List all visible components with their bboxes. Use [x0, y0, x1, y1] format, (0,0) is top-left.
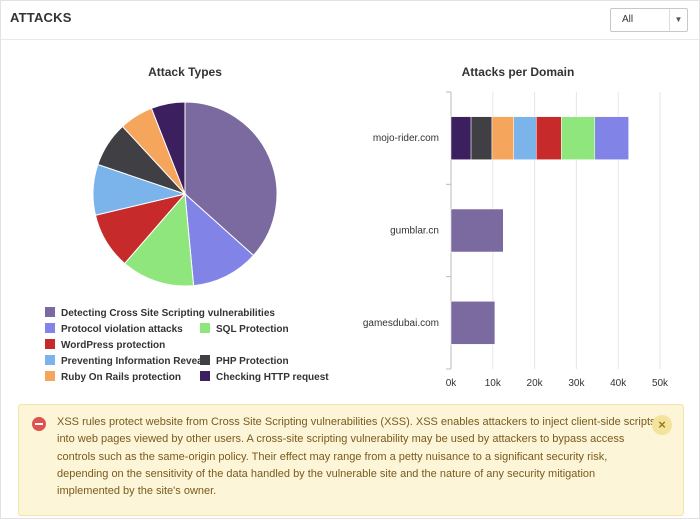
legend-swatch	[200, 371, 210, 381]
bar-segment[interactable]	[594, 116, 629, 160]
pie-chart-title: Attack Types	[148, 65, 222, 79]
bar-segment[interactable]	[450, 208, 504, 253]
filter-selected-value: All	[622, 14, 634, 25]
legend-label: Checking HTTP request	[216, 372, 329, 383]
alert-text: XSS rules protect website from Cross Sit…	[57, 416, 656, 498]
legend-item[interactable]: Detecting Cross Site Scripting vulnerabi…	[45, 307, 275, 319]
legend-swatch	[45, 371, 55, 381]
attack-filter-select[interactable]: All ▼	[610, 8, 688, 32]
bar-segment[interactable]	[450, 116, 472, 160]
bar-segment[interactable]	[491, 116, 514, 160]
legend-item[interactable]: Ruby On Rails protection	[45, 371, 181, 383]
bar-segment[interactable]	[561, 116, 596, 160]
bar-segment[interactable]	[470, 116, 493, 160]
legend-swatch	[45, 307, 55, 317]
legend-label: Preventing Information Reveal	[61, 356, 206, 367]
legend-item[interactable]: Checking HTTP request	[200, 371, 329, 383]
error-icon	[32, 417, 46, 431]
x-tick-label: 10k	[485, 378, 502, 389]
legend-item[interactable]: WordPress protection	[45, 339, 165, 351]
y-category-label: gumblar.cn	[390, 226, 439, 237]
legend-label: PHP Protection	[216, 356, 289, 367]
bar-chart-title: Attacks per Domain	[461, 65, 575, 79]
x-tick-label: 50k	[652, 378, 669, 389]
pie-slice[interactable]	[123, 192, 195, 287]
pie-slice[interactable]	[150, 101, 186, 195]
y-category-label: gamesdubai.com	[363, 318, 439, 329]
pie-slice[interactable]	[184, 192, 255, 287]
pie-slice[interactable]	[184, 101, 278, 257]
x-tick-label: 0k	[446, 378, 458, 389]
legend-item[interactable]: Preventing Information Reveal	[45, 355, 205, 367]
x-tick-label: 40k	[610, 378, 627, 389]
legend-item[interactable]: PHP Protection	[200, 355, 289, 367]
legend-label: Detecting Cross Site Scripting vulnerabi…	[61, 308, 275, 319]
close-alert-button[interactable]: ×	[652, 415, 672, 435]
legend-item[interactable]: SQL Protection	[200, 323, 289, 335]
x-tick-label: 30k	[568, 378, 585, 389]
bar-segment[interactable]	[513, 116, 537, 160]
legend-label: WordPress protection	[61, 340, 166, 351]
xss-info-alert: XSS rules protect website from Cross Sit…	[18, 404, 684, 516]
legend-label: Protocol violation attacks	[61, 324, 183, 335]
legend-label: Ruby On Rails protection	[61, 372, 182, 383]
panel-title: ATTACKS	[10, 10, 72, 25]
legend-swatch	[45, 323, 55, 333]
chevron-down-icon[interactable]: ▼	[669, 9, 687, 31]
legend-swatch	[45, 355, 55, 365]
legend-swatch	[200, 323, 210, 333]
header-divider	[1, 39, 699, 40]
legend-item[interactable]: Protocol violation attacks	[45, 323, 183, 335]
bar-segment[interactable]	[450, 301, 496, 345]
x-tick-label: 20k	[527, 378, 544, 389]
bar-segment[interactable]	[536, 116, 562, 160]
legend-label: SQL Protection	[216, 324, 289, 335]
y-category-label: mojo-rider.com	[373, 133, 439, 144]
legend-swatch	[45, 339, 55, 349]
legend-swatch	[200, 355, 210, 365]
